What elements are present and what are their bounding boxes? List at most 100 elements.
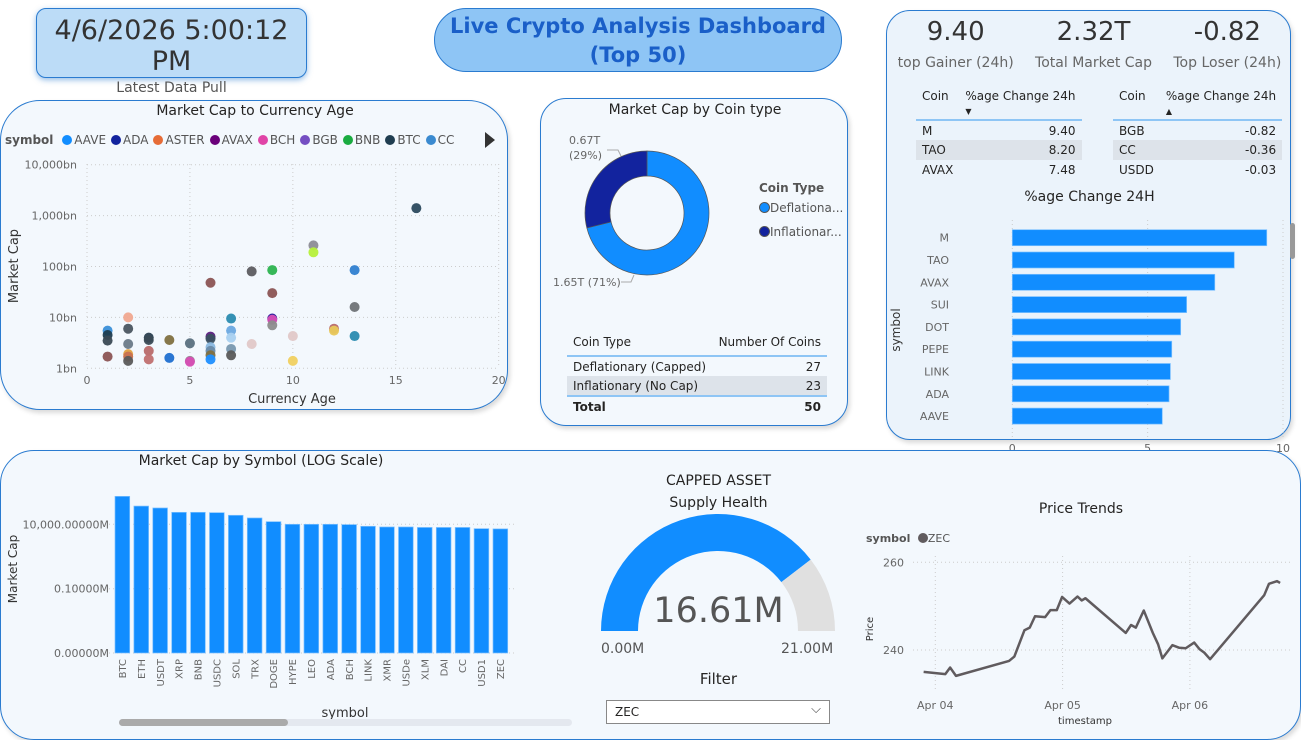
legend-item-bch[interactable]: BCH xyxy=(257,133,295,147)
gauge-title-2: Supply Health xyxy=(669,495,768,511)
donut-slice-inflationary xyxy=(584,150,648,229)
gauge-fill xyxy=(601,514,811,631)
cell: AVAX xyxy=(922,163,954,177)
coin-type-title: Market Cap by Coin type xyxy=(608,102,782,118)
scatter-point xyxy=(205,277,216,288)
legend-item-cc[interactable]: CC xyxy=(425,133,455,147)
legend-item-btc[interactable]: BTC xyxy=(385,133,421,147)
scatter-point xyxy=(329,325,340,336)
legend-item-inflationary[interactable]: Inflationar... xyxy=(759,225,843,239)
col-header[interactable]: Coin xyxy=(1119,89,1146,103)
y-tick-label: AAVE xyxy=(920,410,949,423)
gauge-min: 0.00M xyxy=(601,641,645,657)
table-row: CC -0.36 xyxy=(1113,140,1283,160)
scatter-point xyxy=(205,354,216,365)
x-tick-label: ZEC xyxy=(496,659,507,679)
marketcap-bar-chart: 0.00000M 0.10000M 10,000.00000M BTC ETH USDT X… xyxy=(6,495,516,721)
bar-xlm xyxy=(417,527,433,654)
cell: 50 xyxy=(804,399,821,414)
x-tick-label: 10 xyxy=(286,374,300,387)
legend-label: Inflationar... xyxy=(770,225,842,239)
leader-line xyxy=(621,274,635,283)
col-header[interactable]: Coin xyxy=(922,89,949,103)
scatter-point xyxy=(308,247,319,258)
bar-xmr xyxy=(379,526,395,654)
scatter-point xyxy=(287,331,298,342)
scatter-point xyxy=(226,325,237,336)
legend-label: AVAX xyxy=(221,133,253,147)
bar-tao xyxy=(1011,251,1235,269)
scatter-point xyxy=(143,334,154,345)
x-axis-label: symbol xyxy=(322,706,369,721)
legend-item-aster[interactable]: ASTER xyxy=(153,133,205,147)
donut-legend: Coin Type Deflationa... Inflationar... xyxy=(759,181,843,239)
latest-data-pull-card: 4/6/2026 5:00:12 PM Latest Data Pull xyxy=(36,8,307,96)
scatter-point xyxy=(205,333,216,344)
col-header-sorted[interactable]: %age Change 24h ▼ xyxy=(959,87,1081,120)
legend-item-bnb[interactable]: BNB xyxy=(342,133,381,147)
bar-dot xyxy=(1011,318,1182,336)
bar-trx xyxy=(246,517,263,654)
horizontal-scrollbar[interactable] xyxy=(119,719,572,726)
latest-data-label: Latest Data Pull xyxy=(116,80,227,96)
scatter-point xyxy=(267,265,278,276)
legend-item-ada[interactable]: ADA xyxy=(111,133,148,147)
price-trends-title: Price Trends xyxy=(1038,501,1124,517)
cell: CC xyxy=(1119,143,1136,157)
x-tick-label: XRP xyxy=(175,659,186,679)
x-tick-label: 5 xyxy=(186,374,193,387)
col-header-sorted[interactable]: %age Change 24h ▲ xyxy=(1160,87,1282,120)
x-tick-label: DAI xyxy=(439,659,450,676)
legend-dot xyxy=(111,135,122,145)
table-row: BGB -0.82 xyxy=(1113,120,1282,140)
scatter-point xyxy=(164,352,175,363)
scrollbar-thumb[interactable] xyxy=(119,719,288,726)
bar-ada xyxy=(322,523,338,654)
y-axis-label: Price xyxy=(865,617,876,641)
bar-usdt xyxy=(152,507,168,654)
legend-item-aave[interactable]: AAVE xyxy=(62,133,106,147)
scatter-point xyxy=(267,288,278,299)
cell: 9.40 xyxy=(1048,123,1076,138)
donut-legend-title: Coin Type xyxy=(759,181,825,195)
legend-dot xyxy=(385,135,396,145)
legend-item-bgb[interactable]: BGB xyxy=(300,133,338,147)
legend-label: ZEC xyxy=(927,532,951,545)
col-header[interactable]: Number Of Coins xyxy=(718,334,821,349)
y-tick-label: 10bn xyxy=(49,311,77,324)
price-line-zec xyxy=(923,579,1281,678)
scatter-point xyxy=(246,266,257,277)
bar-avax xyxy=(1011,273,1216,291)
change-chart-title: %age Change 24H xyxy=(1024,189,1155,205)
x-tick-label: 5 xyxy=(1144,442,1151,455)
legend-item-avax[interactable]: AVAX xyxy=(209,133,253,147)
col-header[interactable]: Coin Type xyxy=(573,334,632,349)
legend-item-deflationary[interactable]: Deflationa... xyxy=(759,201,843,215)
filter-dropdown[interactable]: ZEC ⌵ xyxy=(606,700,830,724)
cell: 7.48 xyxy=(1048,163,1076,177)
gauge-value: 16.61M xyxy=(653,591,784,631)
infl-value: 0.67T xyxy=(569,134,601,147)
y-tick-label: M xyxy=(940,232,950,245)
x-tick-label: Apr 04 xyxy=(917,699,954,712)
x-tick-label: XMR xyxy=(383,659,394,681)
legend-label: CC xyxy=(437,133,455,147)
scatter-point xyxy=(164,334,175,345)
scatter-point xyxy=(123,323,134,334)
bar-aave xyxy=(1011,407,1163,425)
legend-dot xyxy=(257,135,268,145)
scatter-point xyxy=(102,335,113,346)
scatter-point xyxy=(102,351,113,362)
table-row: M 9.40 xyxy=(916,120,1082,140)
price-legend: symbol ZEC xyxy=(866,532,950,545)
cell: Inflationary (No Cap) xyxy=(573,378,699,393)
triangle-right-icon[interactable] xyxy=(485,132,495,148)
cell: TAO xyxy=(922,143,946,157)
donut-slice-deflationary xyxy=(586,150,710,276)
scrollbar[interactable] xyxy=(1290,223,1295,259)
x-tick-label: ADA xyxy=(326,659,337,680)
legend-label: BNB xyxy=(354,133,381,147)
scatter-point xyxy=(143,354,154,365)
x-tick-label: 0 xyxy=(1009,442,1016,455)
scatter-point xyxy=(287,355,298,366)
